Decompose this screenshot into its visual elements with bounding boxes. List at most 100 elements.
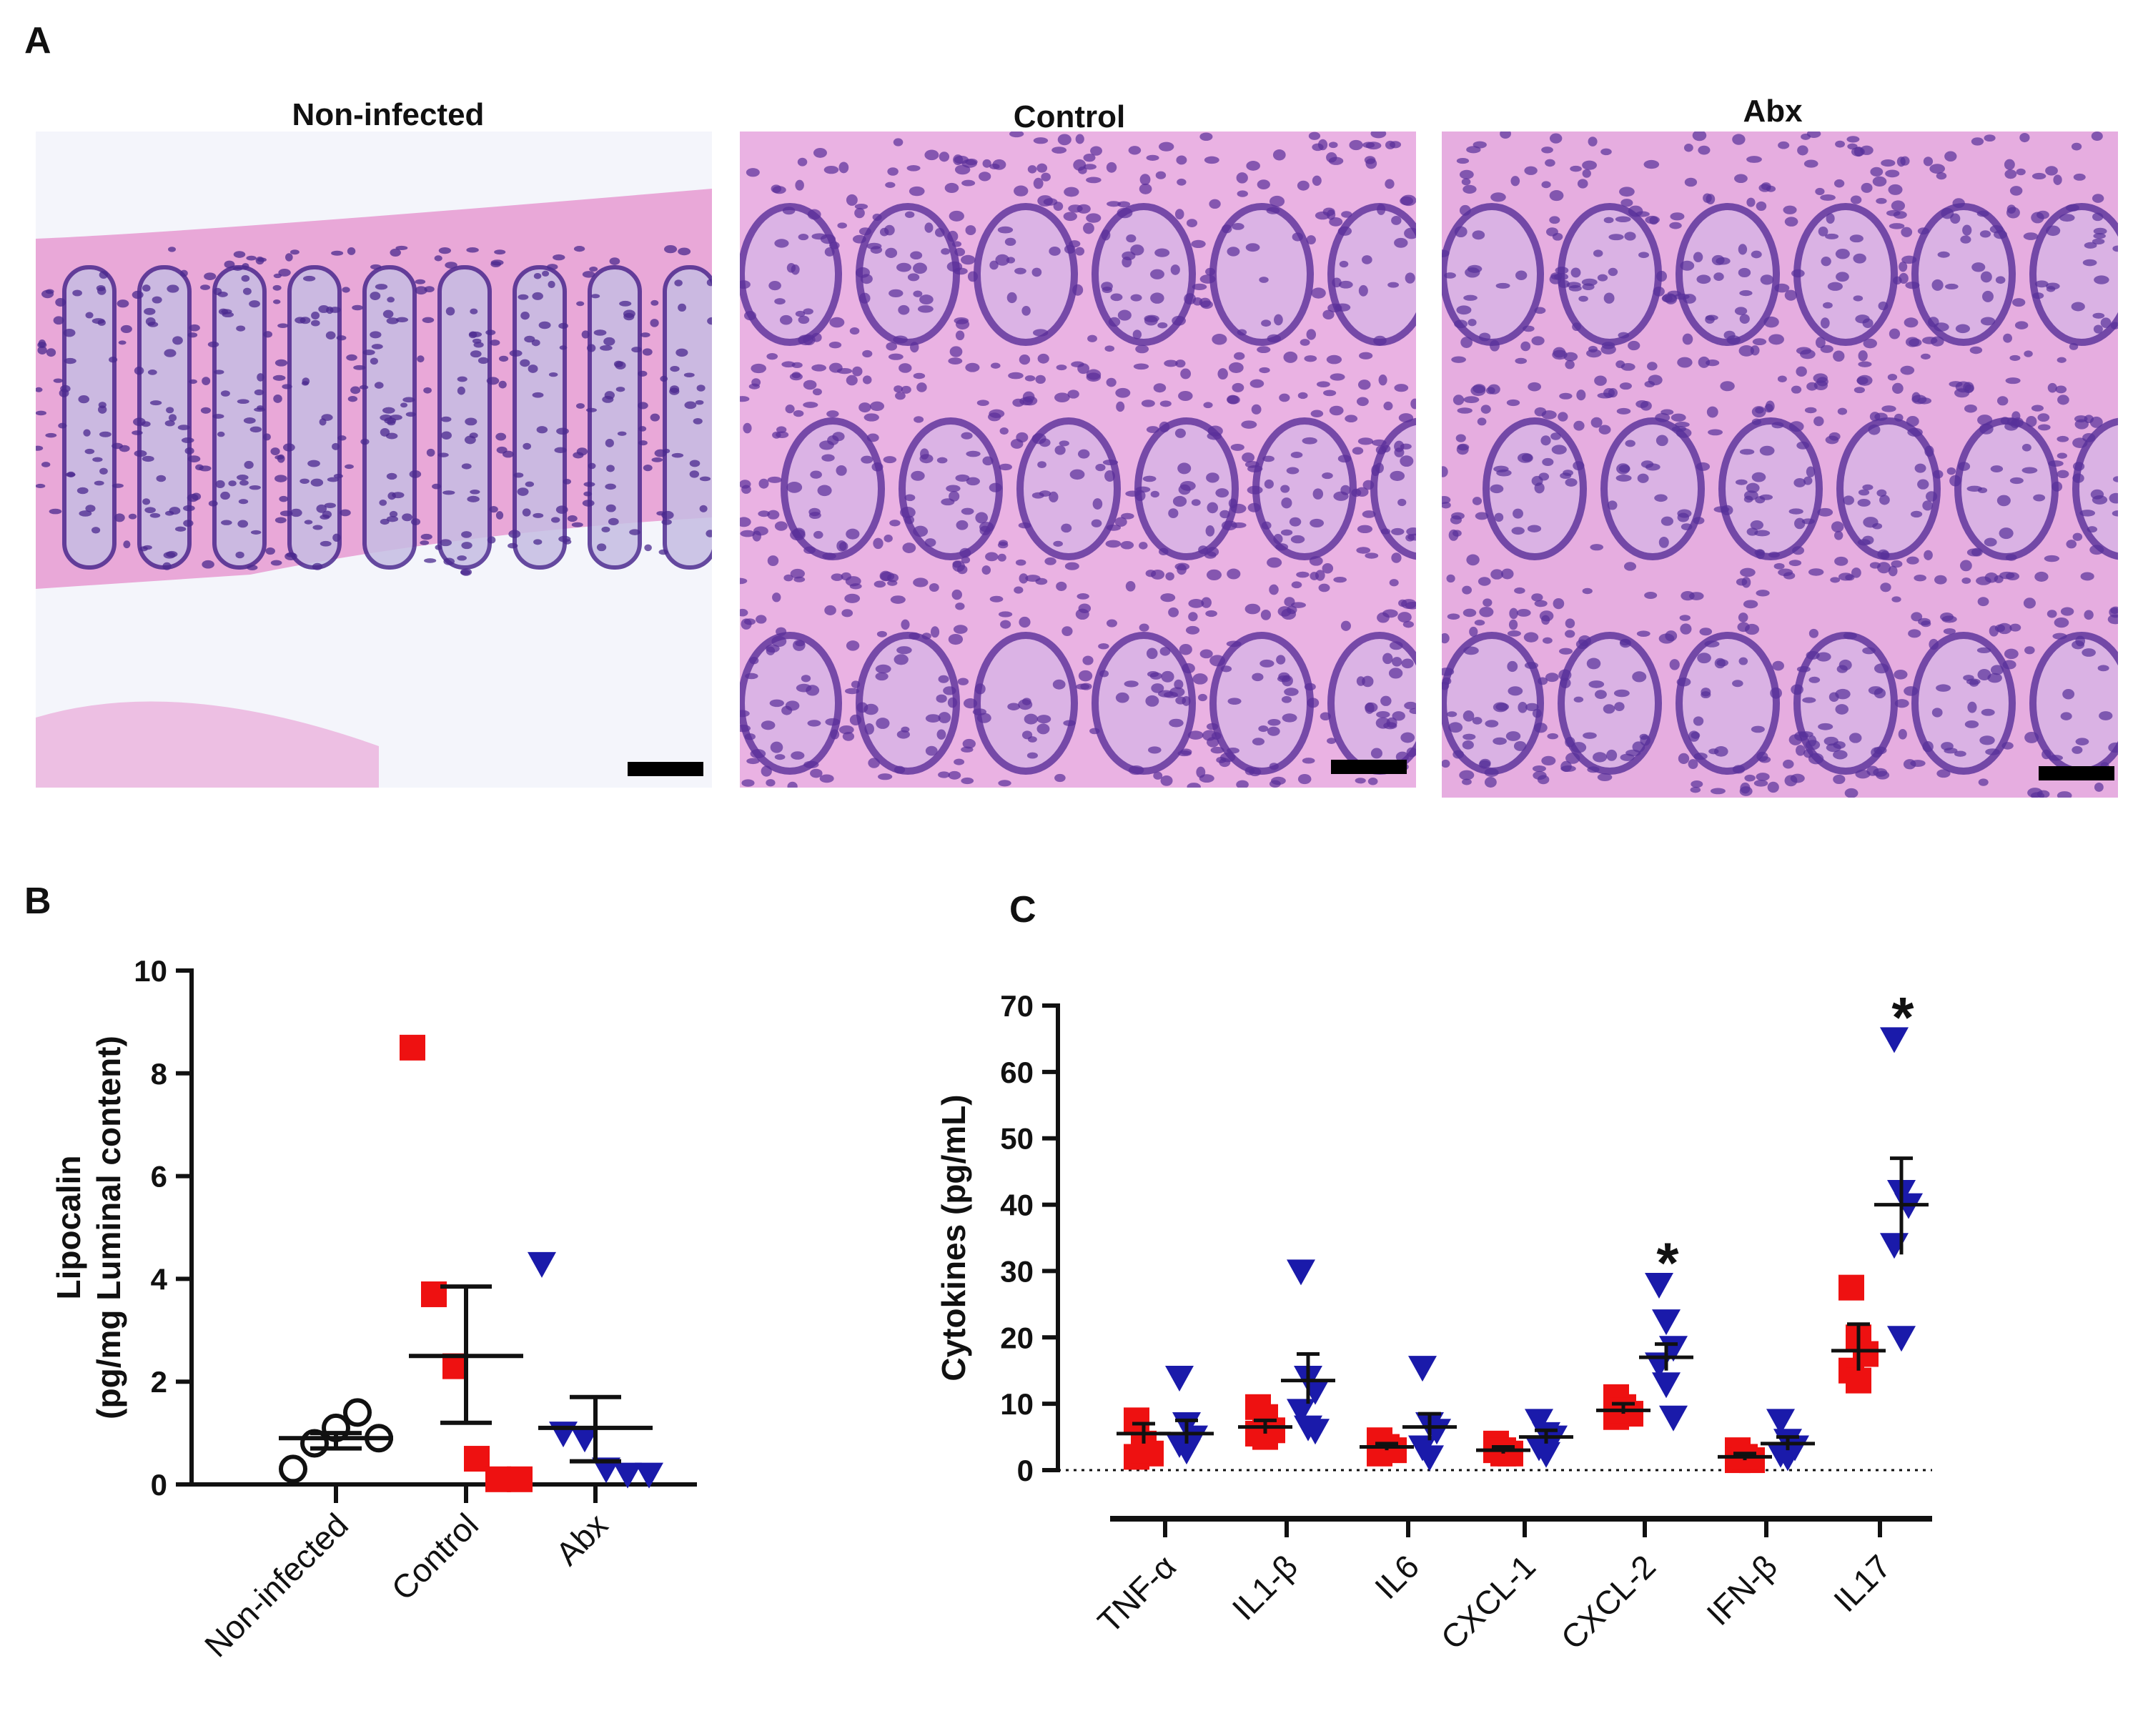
nucleus	[2094, 275, 2109, 284]
nucleus	[1682, 333, 1693, 345]
nucleus	[819, 440, 834, 450]
nucleus	[769, 699, 784, 708]
nucleus	[1345, 415, 1358, 423]
nucleus	[1387, 282, 1400, 288]
nucleus	[1857, 499, 1871, 507]
nucleus	[382, 407, 395, 414]
nucleus	[650, 319, 659, 327]
nucleus	[1273, 534, 1283, 545]
nucleus	[1259, 659, 1275, 668]
nucleus	[1442, 668, 1455, 676]
nucleus	[1734, 174, 1748, 184]
nucleus	[2091, 132, 2103, 142]
nucleus	[513, 472, 524, 478]
nucleus	[498, 380, 507, 389]
nucleus	[2060, 712, 2072, 720]
nucleus	[1896, 157, 1906, 167]
crypt	[740, 203, 842, 346]
nucleus	[1215, 488, 1229, 498]
nucleus	[1794, 731, 1809, 741]
nucleus	[1511, 527, 1525, 535]
nucleus	[1683, 144, 1693, 152]
nucleus	[320, 540, 332, 547]
nucleus	[919, 294, 934, 304]
nucleus	[1820, 344, 1833, 353]
nucleus	[1237, 190, 1248, 197]
nucleus	[1039, 438, 1051, 447]
nucleus	[1391, 527, 1405, 535]
nucleus	[1456, 305, 1472, 315]
nucleus	[1485, 720, 1499, 728]
nucleus	[1911, 395, 1927, 405]
nucleus	[461, 463, 472, 470]
nucleus	[1177, 462, 1192, 475]
nucleus	[1669, 222, 1682, 229]
nucleus	[1463, 294, 1478, 301]
nucleus	[2037, 424, 2051, 431]
nucleus	[246, 255, 257, 261]
nucleus	[771, 184, 782, 193]
nucleus	[1550, 272, 1563, 280]
nucleus	[1016, 432, 1029, 443]
nucleus	[1746, 482, 1760, 493]
nucleus	[1357, 525, 1373, 534]
nucleus	[1541, 181, 1551, 189]
nucleus	[1077, 593, 1089, 600]
nucleus	[2016, 168, 2026, 176]
nucleus	[1835, 140, 1846, 148]
nucleus	[1230, 503, 1247, 514]
nucleus	[1199, 274, 1216, 284]
nucleus	[642, 348, 653, 356]
nucleus	[1172, 315, 1186, 326]
nucleus	[1315, 570, 1325, 581]
nucleus	[886, 342, 898, 351]
nucleus	[2021, 467, 2038, 474]
nucleus	[1252, 738, 1265, 745]
nucleus	[885, 247, 898, 258]
nucleus	[770, 741, 783, 753]
nucleus	[1108, 317, 1121, 327]
nucleus	[1949, 381, 1963, 387]
nucleus	[1677, 357, 1693, 368]
nucleus	[924, 222, 934, 233]
nucleus	[1261, 521, 1272, 530]
nucleus	[1472, 717, 1483, 725]
nucleus	[2009, 477, 2024, 485]
nucleus	[168, 247, 177, 252]
nucleus	[1894, 413, 1904, 422]
nucleus	[1106, 377, 1117, 387]
nucleus	[921, 633, 931, 640]
nucleus	[1036, 723, 1050, 735]
nucleus	[952, 560, 966, 572]
nucleus	[1355, 778, 1366, 784]
nucleus	[1670, 212, 1685, 221]
nucleus	[1534, 600, 1548, 607]
nucleus	[583, 482, 595, 487]
y-tick-label: 50	[1000, 1122, 1034, 1156]
nucleus	[1051, 147, 1067, 154]
nucleus	[1597, 274, 1608, 282]
nucleus	[1302, 758, 1315, 764]
nucleus	[1576, 390, 1586, 401]
nucleus	[1159, 400, 1172, 407]
nucleus	[939, 152, 950, 162]
nucleus	[803, 334, 816, 346]
nucleus	[1049, 247, 1061, 256]
nucleus	[2057, 791, 2072, 798]
nucleus	[906, 164, 921, 172]
y-tick-label: 30	[1000, 1254, 1034, 1288]
nucleus	[1069, 240, 1081, 248]
nucleus	[1759, 494, 1773, 500]
nucleus	[1188, 599, 1204, 608]
nucleus	[1542, 457, 1554, 467]
nucleus	[1995, 276, 2006, 284]
nucleus	[1365, 552, 1379, 559]
y-axis-title: Cytokines (pg/mL)	[935, 1094, 972, 1381]
nucleus	[1457, 443, 1470, 451]
nucleus	[1817, 507, 1833, 517]
nucleus	[385, 432, 398, 440]
nucleus	[1572, 322, 1581, 332]
nucleus	[858, 227, 872, 236]
nucleus	[798, 234, 809, 241]
nucleus	[1322, 563, 1334, 574]
